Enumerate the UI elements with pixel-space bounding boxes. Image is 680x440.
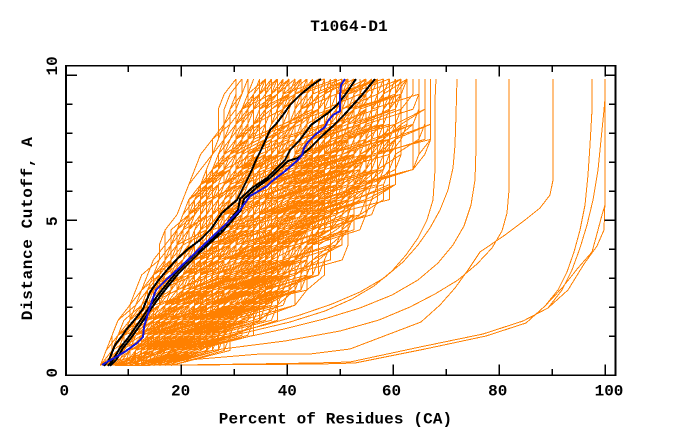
svg-text:10: 10 [44,56,62,75]
svg-text:80: 80 [488,383,507,401]
svg-text:0: 0 [44,368,62,378]
svg-text:T1064-D1: T1064-D1 [310,18,388,36]
svg-text:Percent of Residues (CA): Percent of Residues (CA) [219,410,453,428]
svg-text:5: 5 [44,216,62,226]
svg-text:20: 20 [171,383,190,401]
svg-text:40: 40 [278,383,297,401]
svg-text:60: 60 [382,383,401,401]
svg-text:100: 100 [595,383,624,401]
svg-text:0: 0 [59,383,69,401]
svg-text:Distance Cutoff, A: Distance Cutoff, A [19,137,37,321]
